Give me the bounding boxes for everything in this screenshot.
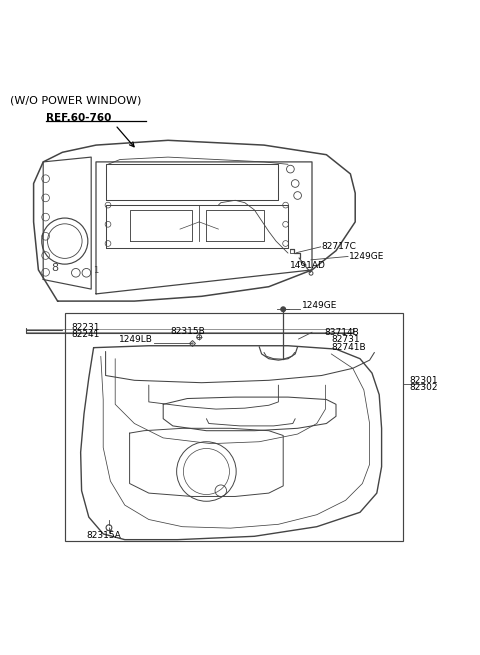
Text: 1491AD: 1491AD xyxy=(290,261,326,270)
Text: 82231: 82231 xyxy=(71,323,99,332)
Text: 82717C: 82717C xyxy=(322,242,357,252)
Bar xyxy=(65,313,403,541)
Text: 1249GE: 1249GE xyxy=(349,252,384,261)
Circle shape xyxy=(281,307,286,312)
Text: 1249GE: 1249GE xyxy=(302,301,338,310)
Text: 82731: 82731 xyxy=(331,335,360,345)
Text: 82741B: 82741B xyxy=(331,343,366,352)
Text: 82241: 82241 xyxy=(71,329,99,339)
Text: 82301: 82301 xyxy=(409,376,438,384)
Text: 82315B: 82315B xyxy=(170,327,205,336)
Text: 1249LB: 1249LB xyxy=(119,335,153,345)
Text: 82315A: 82315A xyxy=(86,531,121,540)
Text: REF.60-760: REF.60-760 xyxy=(46,113,111,122)
Text: 82302: 82302 xyxy=(409,383,437,392)
Text: 83714B: 83714B xyxy=(324,328,359,337)
Text: 1: 1 xyxy=(94,266,98,275)
Text: (W/O POWER WINDOW): (W/O POWER WINDOW) xyxy=(10,96,141,106)
Text: 8: 8 xyxy=(52,263,59,273)
